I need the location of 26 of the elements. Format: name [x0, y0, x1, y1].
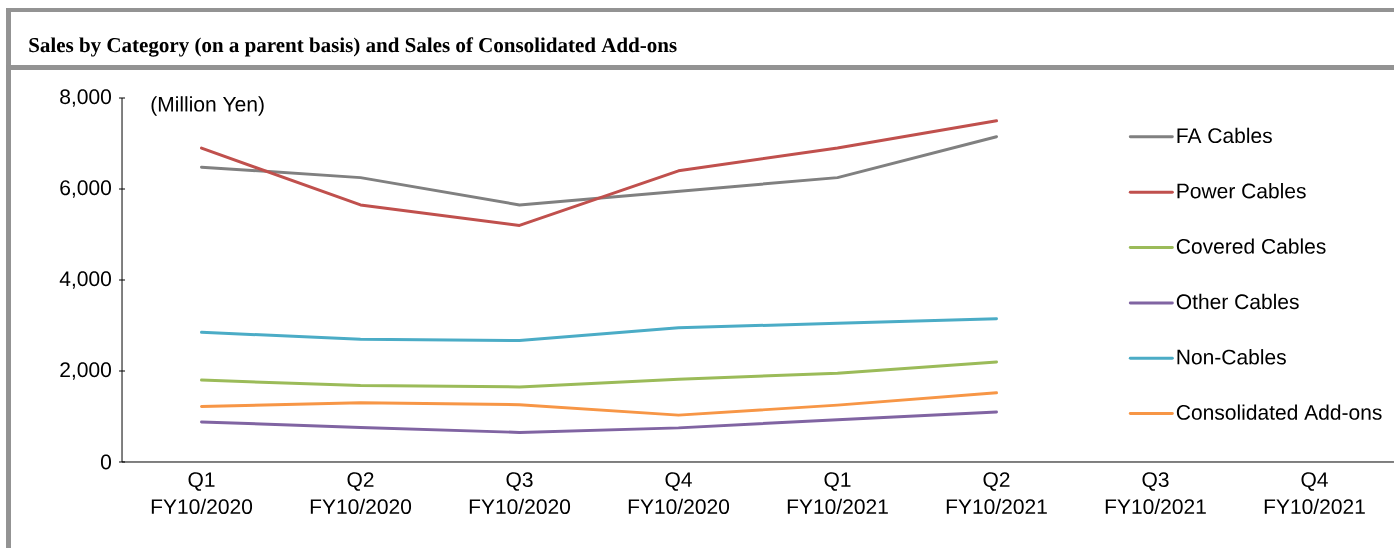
x-tick-label: Q3 FY10/2020 [469, 472, 571, 515]
y-tick-label: 0 [100, 454, 111, 470]
chart-title: Sales by Category (on a parent basis) and Sales of Consolidated Add-ons [29, 37, 677, 57]
y-axis-title: (Million Yen) [151, 96, 264, 116]
y-tick-label: 4,000 [59, 271, 111, 289]
y-tick-label: 2,000 [60, 362, 111, 380]
y-tick-label: 8,000 [60, 89, 111, 107]
legend-label: Covered Cables [1176, 238, 1326, 254]
line-series [200, 391, 998, 417]
line-series [200, 119, 998, 227]
line-series [200, 317, 998, 343]
y-tick-label: 6,000 [60, 180, 111, 198]
x-tick-label: Q4 FY10/2020 [628, 472, 730, 515]
legend-label: FA Cables [1177, 127, 1272, 144]
line-series [200, 410, 998, 434]
legend-label: Power Cables [1177, 183, 1306, 199]
legend-label: Non-Cables [1177, 349, 1286, 365]
x-tick-label: Q2 FY10/2021 [946, 472, 1047, 515]
legend-label: Other Cables [1176, 293, 1299, 310]
line-series [200, 360, 998, 389]
x-tick-label: Q2 FY10/2020 [310, 472, 412, 515]
x-tick-label: Q4 FY10/2021 [1264, 472, 1365, 515]
legend-label: Consolidated Add-ons [1176, 404, 1382, 420]
x-tick-label: Q3 FY10/2021 [1105, 472, 1206, 515]
x-tick-label: Q1 FY10/2020 [151, 472, 253, 515]
x-tick-label: Q1 FY10/2021 [787, 472, 888, 515]
